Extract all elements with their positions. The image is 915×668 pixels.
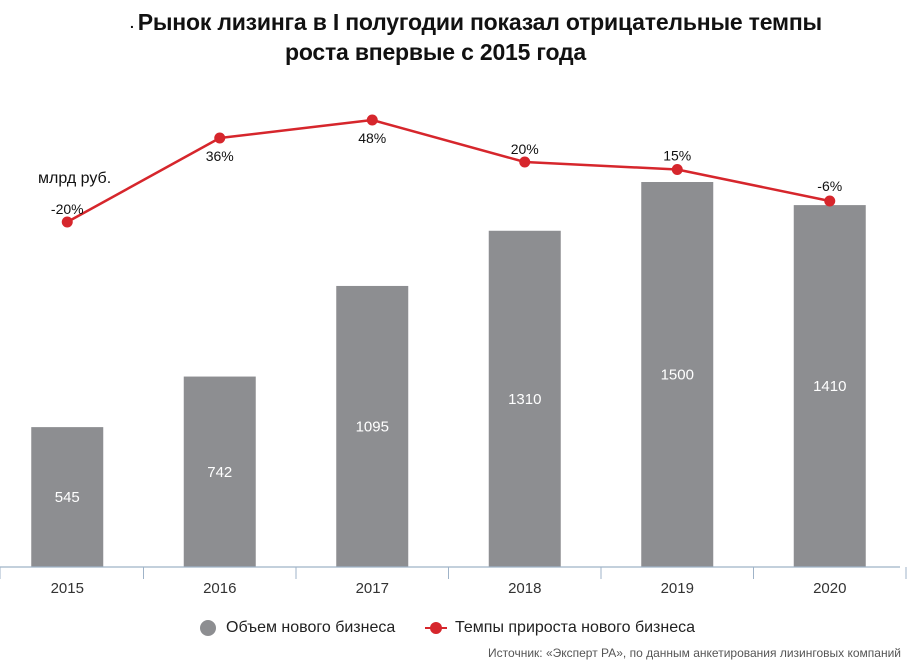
bar-value-label-2019: 1500: [661, 367, 694, 384]
legend-item-growth: Темпы прироста нового бизнеса: [425, 619, 695, 637]
legend-label-volume: Объем нового бизнеса: [226, 619, 396, 636]
growth-point-2015: [61, 216, 73, 228]
chart-title: . Рынок лизинга в I полугодии показал отр…: [130, 8, 890, 67]
bar-value-label-2017: 1095: [356, 418, 389, 435]
x-tick-label-2015: 2015: [51, 580, 84, 597]
x-tick-label-2020: 2020: [813, 580, 846, 597]
x-tick-label-2017: 2017: [356, 580, 389, 597]
growth-value-label-2018: 20%: [511, 141, 539, 157]
bar-value-label-2018: 1310: [508, 391, 541, 408]
legend-item-volume: Объем нового бизнеса: [200, 619, 395, 637]
legend-swatch-volume: [200, 620, 216, 636]
growth-line: [66, 118, 831, 224]
bar-2016: [183, 376, 256, 567]
bar-2015: [31, 427, 104, 567]
growth-value-label-2017: 48%: [358, 130, 386, 146]
bar-2020: [793, 205, 866, 567]
growth-value-label-2015: -20%: [51, 201, 84, 217]
bar-value-label-2020: 1410: [813, 378, 846, 395]
bar-series: 545 742 1095 1310 1500 1410: [31, 182, 866, 567]
bar-value-label-2016: 742: [207, 464, 232, 481]
legend-label-growth: Темпы прироста нового бизнеса: [455, 619, 696, 636]
growth-point-2017: [366, 114, 378, 126]
legend: Объем нового бизнеса Темпы прироста ново…: [0, 619, 915, 641]
growth-point-2016: [214, 132, 226, 144]
bar-2017: [336, 285, 409, 567]
x-tick-label-2016: 2016: [203, 580, 236, 597]
growth-point-2019: [671, 164, 683, 175]
title-line-2: роста впервые с 2015 года: [285, 39, 587, 66]
growth-value-label-2020: -6%: [817, 178, 842, 194]
growth-point-2020: [824, 195, 836, 207]
title-bullet: .: [130, 15, 134, 32]
legend-swatch-growth: [425, 620, 447, 636]
title-line-1: Рынок лизинга в I полугодии показал отри…: [137, 9, 822, 35]
x-tick-label-2018: 2018: [508, 580, 541, 597]
bar-2018: [488, 230, 561, 567]
source-note: Источник: «Эксперт РА», по данным анкети…: [488, 646, 901, 660]
growth-point-2018: [519, 156, 531, 168]
bar-2019: [641, 182, 714, 567]
growth-value-label-2019: 15%: [663, 148, 691, 164]
y-axis-unit-label: млрд руб.: [38, 170, 112, 187]
x-axis: 2015 2016 2017 2018 2019 2020: [0, 566, 907, 597]
growth-line-series: -20% 36% 48% 20% 15% -6%: [51, 114, 842, 228]
x-tick-label-2019: 2019: [661, 580, 694, 597]
bar-value-label-2015: 545: [55, 489, 80, 506]
growth-value-label-2016: 36%: [206, 148, 234, 164]
